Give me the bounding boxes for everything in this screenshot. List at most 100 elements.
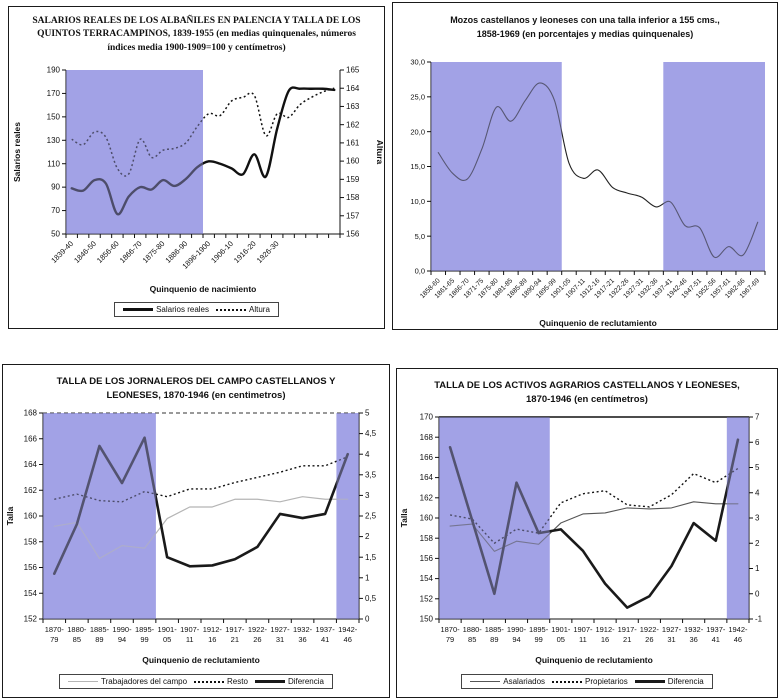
chart-legend: Trabajadores del campo Resto Diferencia <box>59 674 333 689</box>
svg-text:1916-20: 1916-20 <box>231 239 257 265</box>
svg-text:25,0: 25,0 <box>410 92 425 101</box>
svg-text:168: 168 <box>24 409 38 418</box>
svg-text:1895-99: 1895-99 <box>529 625 549 644</box>
svg-text:0,0: 0,0 <box>415 267 425 276</box>
legend-line-sample <box>470 681 501 682</box>
svg-text:1990-94: 1990-94 <box>507 625 527 644</box>
svg-text:70: 70 <box>51 206 60 215</box>
svg-text:158: 158 <box>420 534 434 543</box>
svg-text:1942-46: 1942-46 <box>728 625 748 644</box>
svg-text:160: 160 <box>346 157 360 166</box>
svg-text:150: 150 <box>420 615 434 624</box>
svg-text:166: 166 <box>420 453 434 462</box>
legend-line-sample <box>194 680 225 683</box>
svg-text:Quinquenio de reclutamiento: Quinquenio de reclutamiento <box>142 655 260 665</box>
svg-text:1907-11: 1907-11 <box>180 625 200 644</box>
svg-text:159: 159 <box>346 175 360 184</box>
legend-label: Asalariados <box>503 677 546 686</box>
svg-text:1942-46: 1942-46 <box>338 625 358 644</box>
svg-text:5,0: 5,0 <box>415 232 425 241</box>
svg-text:2: 2 <box>365 532 370 541</box>
svg-text:50: 50 <box>51 230 60 239</box>
svg-text:1885-89: 1885-89 <box>485 625 505 644</box>
svg-text:5: 5 <box>365 409 370 418</box>
legend-item: Resto <box>194 677 248 686</box>
svg-text:1880-85: 1880-85 <box>463 625 483 644</box>
series-Resto <box>54 456 348 503</box>
svg-text:1927-31: 1927-31 <box>270 625 290 644</box>
svg-text:1937-41: 1937-41 <box>316 625 336 644</box>
legend-label: Trabajadores del campo <box>101 677 188 686</box>
svg-text:1927-31: 1927-31 <box>662 625 682 644</box>
chart-mozos-talla-inferior: Mozos castellanos y leoneses con una tal… <box>392 2 778 330</box>
legend-item: Trabajadores del campo <box>68 677 187 686</box>
svg-text:0: 0 <box>755 589 760 598</box>
svg-text:163: 163 <box>346 102 360 111</box>
svg-text:Quinquenio de reclutamiento: Quinquenio de reclutamiento <box>539 318 657 328</box>
svg-text:164: 164 <box>420 473 434 482</box>
legend-item: Asalariados <box>470 677 545 686</box>
svg-text:170: 170 <box>420 413 434 422</box>
svg-text:0: 0 <box>365 615 370 624</box>
svg-text:1917-21: 1917-21 <box>618 625 638 644</box>
svg-text:1907-11: 1907-11 <box>573 625 593 644</box>
svg-text:152: 152 <box>420 594 434 603</box>
svg-text:1901-05: 1901-05 <box>158 625 178 644</box>
svg-text:1937-41: 1937-41 <box>706 625 726 644</box>
chart-legend: Asalariados Propietarios Diferencia <box>461 674 713 689</box>
svg-text:110: 110 <box>47 159 60 168</box>
svg-text:2,5: 2,5 <box>365 512 377 521</box>
svg-text:30,0: 30,0 <box>410 58 425 67</box>
legend-line-sample <box>254 680 285 683</box>
series-line <box>437 82 759 259</box>
legend-label: Salarios reales <box>156 305 209 314</box>
svg-text:1917-21: 1917-21 <box>225 625 245 644</box>
svg-text:156: 156 <box>346 230 360 239</box>
chart-plot-svg: 150 152 154 156 158 160 162 164 166 168 170 -1 0 1 2 3 4… <box>399 413 763 665</box>
svg-text:4: 4 <box>365 450 370 459</box>
svg-text:157: 157 <box>346 211 360 220</box>
svg-text:20,0: 20,0 <box>410 127 425 136</box>
svg-text:7: 7 <box>755 413 760 422</box>
svg-text:1866-70: 1866-70 <box>117 239 143 265</box>
svg-text:90: 90 <box>51 183 60 192</box>
chart-title: TALLA DE LOS JORNALEROS DEL CAMPO CASTEL… <box>56 376 336 401</box>
svg-text:168: 168 <box>420 433 434 442</box>
svg-text:170: 170 <box>46 89 60 98</box>
chart-title: Mozos castellanos y leoneses con una tal… <box>450 15 720 39</box>
svg-text:Quinquenio de nacimiento: Quinquenio de nacimiento <box>149 284 256 294</box>
svg-text:1885-89: 1885-89 <box>90 625 110 644</box>
legend-line-sample <box>123 308 154 311</box>
svg-text:Quinquenio de reclutamiento: Quinquenio de reclutamiento <box>535 655 653 665</box>
svg-text:1912-16: 1912-16 <box>203 625 223 644</box>
svg-text:1870-79: 1870-79 <box>45 625 65 644</box>
chart-title: TALLA DE LOS ACTIVOS AGRARIOS CASTELLANO… <box>434 380 740 405</box>
svg-text:10,0: 10,0 <box>410 197 425 206</box>
legend-line-sample <box>216 308 246 311</box>
svg-text:156: 156 <box>24 563 38 572</box>
chart-plot-svg: 152 154 156 158 160 162 164 166 168 0 0,5 1 1,5 2 2,5 3… <box>5 409 377 665</box>
svg-text:1922-26: 1922-26 <box>248 625 268 644</box>
legend-item: Salarios reales <box>123 305 209 314</box>
svg-text:1846-50: 1846-50 <box>72 239 98 265</box>
svg-text:1932-36: 1932-36 <box>293 625 313 644</box>
legend-label: Propietarios <box>585 677 628 686</box>
legend-label: Diferencia <box>667 677 704 686</box>
svg-text:130: 130 <box>46 136 60 145</box>
svg-text:1875-80: 1875-80 <box>140 239 166 265</box>
chart-talla-jornaleros: TALLA DE LOS JORNALEROS DEL CAMPO CASTEL… <box>2 364 390 698</box>
legend-line-sample <box>552 680 583 683</box>
series-Altura <box>70 87 335 177</box>
svg-text:0,5: 0,5 <box>365 594 377 603</box>
svg-text:5: 5 <box>755 463 760 472</box>
legend-item: Propietarios <box>552 677 628 686</box>
svg-text:156: 156 <box>420 554 434 563</box>
legend-label: Diferencia <box>287 677 324 686</box>
svg-text:Talla: Talla <box>5 506 15 525</box>
svg-text:1906-10: 1906-10 <box>209 239 235 265</box>
svg-text:Salarios reales: Salarios reales <box>12 122 22 182</box>
svg-text:Altura: Altura <box>375 140 384 165</box>
legend-item: Diferencia <box>254 677 324 686</box>
chart-plot-svg: 50 70 90 110 130 150 170 190 156 157 158 159 160 161 1… <box>12 66 384 294</box>
svg-text:166: 166 <box>24 434 38 443</box>
